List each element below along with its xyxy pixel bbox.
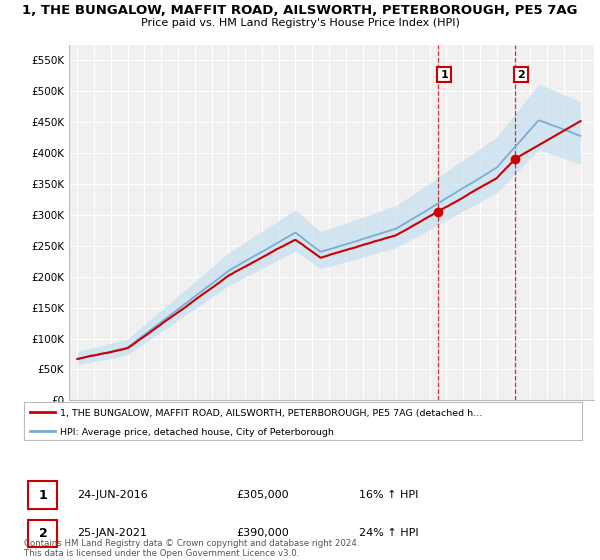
Text: 24% ↑ HPI: 24% ↑ HPI bbox=[359, 529, 418, 538]
FancyBboxPatch shape bbox=[28, 520, 58, 547]
Text: 1, THE BUNGALOW, MAFFIT ROAD, AILSWORTH, PETERBOROUGH, PE5 7AG (detached h…: 1, THE BUNGALOW, MAFFIT ROAD, AILSWORTH,… bbox=[60, 409, 483, 418]
Text: 16% ↑ HPI: 16% ↑ HPI bbox=[359, 491, 418, 500]
Text: HPI: Average price, detached house, City of Peterborough: HPI: Average price, detached house, City… bbox=[60, 428, 334, 437]
Text: 25-JAN-2021: 25-JAN-2021 bbox=[77, 529, 147, 538]
Text: 1: 1 bbox=[440, 69, 448, 80]
FancyBboxPatch shape bbox=[28, 482, 58, 509]
Text: 24-JUN-2016: 24-JUN-2016 bbox=[77, 491, 148, 500]
Text: Price paid vs. HM Land Registry's House Price Index (HPI): Price paid vs. HM Land Registry's House … bbox=[140, 18, 460, 29]
Text: £305,000: £305,000 bbox=[236, 491, 289, 500]
Text: 1, THE BUNGALOW, MAFFIT ROAD, AILSWORTH, PETERBOROUGH, PE5 7AG: 1, THE BUNGALOW, MAFFIT ROAD, AILSWORTH,… bbox=[22, 4, 578, 17]
Text: 2: 2 bbox=[38, 527, 47, 540]
Text: Contains HM Land Registry data © Crown copyright and database right 2024.
This d: Contains HM Land Registry data © Crown c… bbox=[24, 539, 359, 558]
Text: 1: 1 bbox=[38, 489, 47, 502]
Text: 2: 2 bbox=[517, 69, 525, 80]
Text: £390,000: £390,000 bbox=[236, 529, 289, 538]
